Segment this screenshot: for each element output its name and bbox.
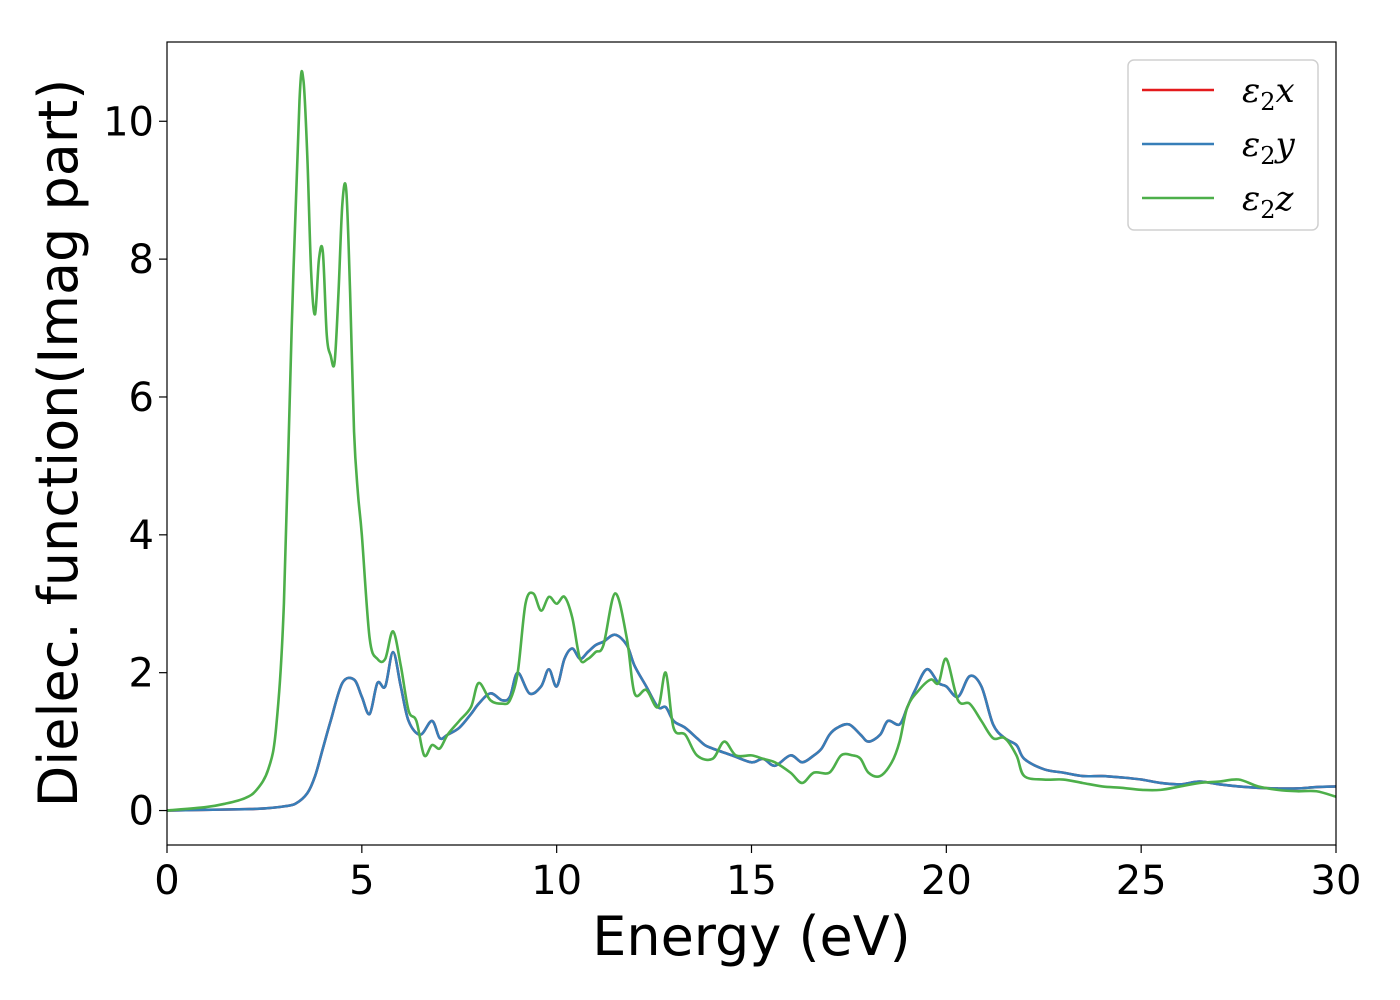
x-tick-label: 15	[726, 858, 777, 904]
y-tick-label: 8	[129, 237, 154, 283]
legend-entry: ε2y	[1142, 125, 1296, 170]
legend-entry: ε2x	[1142, 71, 1295, 116]
x-tick-label: 0	[154, 858, 179, 904]
legend-box	[1127, 59, 1319, 231]
legend-label: ε2x	[1242, 71, 1295, 116]
legend-entry: ε2z	[1142, 179, 1295, 224]
legend-label: ε2y	[1242, 125, 1296, 170]
x-tick-label: 25	[1116, 858, 1167, 904]
series-line-2	[167, 633, 1336, 812]
x-axis: 0 5 10 15 20 25 30	[154, 845, 1361, 904]
x-tick-label: 30	[1311, 858, 1362, 904]
legend-label: ε2z	[1242, 179, 1295, 224]
y-tick-label: 0	[129, 789, 154, 835]
x-tick-label: 5	[349, 858, 374, 904]
legend: ε2x ε2y ε2z	[1127, 59, 1319, 231]
x-axis-title: Energy (eV)	[592, 905, 911, 968]
y-axis-title: Dielec. function(Imag part)	[27, 79, 90, 808]
y-tick-label: 2	[129, 651, 154, 697]
y-tick-label: 6	[129, 375, 154, 421]
series-layer	[167, 69, 1336, 812]
x-tick-label: 10	[531, 858, 582, 904]
x-tick-label: 20	[921, 858, 972, 904]
series-line-3	[167, 69, 1336, 812]
y-axis: 0 2 4 6 8 10	[103, 99, 167, 835]
y-tick-label: 4	[129, 513, 154, 559]
y-tick-label: 10	[103, 99, 154, 145]
